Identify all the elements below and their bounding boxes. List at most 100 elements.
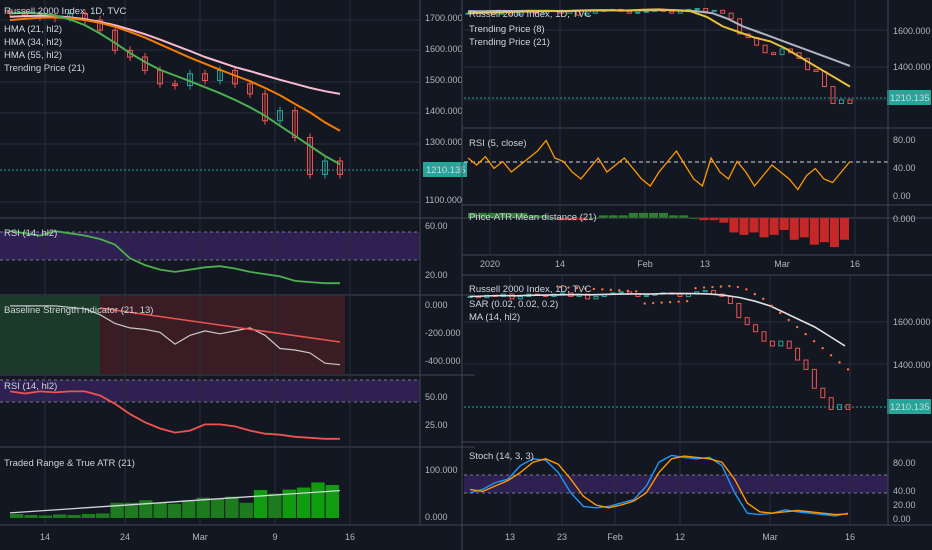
rt-xtick-4: Mar [774,259,790,269]
rt-candle-27 [694,7,700,10]
rt-candle-44 [839,99,845,105]
rt-candle-40 [805,57,811,71]
left-xtick-4: 16 [345,532,355,542]
candle-11 [172,83,178,87]
rb-stoch-tick-3: 0.00 [893,514,911,524]
atr-bar-19 [282,489,296,518]
left-bsi-tick-2: -400.000 [425,356,461,366]
stoch-k-line [469,454,849,517]
rt-hist-bar-16 [628,212,638,218]
sar-dot-4 [592,287,596,291]
atr-bar-3 [53,514,67,518]
rt-xtick-3: 13 [700,259,710,269]
rb-xtick-4: Mar [762,532,778,542]
sar-dot-16 [694,287,697,290]
left-main-legend-3: Trending Price (21) [4,63,85,74]
sar-dot-6 [609,288,613,292]
rt-hist-bar-32 [789,217,799,240]
rb-candle-31 [727,295,733,305]
left-rsi2-band [0,380,420,402]
rt-hist-bar-18 [648,212,658,218]
rb-candle-39 [795,347,801,361]
rt-hist-bar-8 [548,217,558,219]
atr-bar-15 [225,496,239,518]
rt-candle-30 [720,9,726,14]
rt-candle-42 [822,71,828,88]
rb-candle-36 [769,340,775,347]
candle-6 [97,19,103,31]
left-atr-tick-0: 100.000 [425,465,458,475]
sar-dot-18 [711,285,714,289]
candle-13 [202,73,208,81]
rb-xtick-0: 13 [505,532,515,542]
sar-dot-15 [685,299,689,303]
rt-hist-bar-37 [839,217,849,240]
rt-candle-43 [830,86,836,105]
rt-hist-bar-24 [709,217,719,221]
sar-dot-21 [736,285,740,289]
rb-stoch-title: Stoch (14, 3, 3) [469,451,534,462]
left-atr-tick-1: 0.000 [425,512,448,522]
rb-main-legend-1: MA (14, hl2) [469,312,520,323]
rt-candle-19 [626,10,632,14]
rb-candle-43 [828,397,834,410]
rt-hist-bar-1 [478,212,488,218]
rt-candle-24 [669,10,675,14]
left-rsi2-tick-1: 25.00 [425,420,448,430]
rt-trend8-line [467,8,851,88]
rb-price-badge: 1210.135 [890,402,930,413]
rt-candle-5 [507,12,513,16]
atr-bar-0 [10,513,24,518]
left-rsi-line [9,230,340,285]
atr-line [9,489,341,514]
rt-candle-41 [813,69,819,73]
rt-hist-bar-7 [538,215,548,218]
rt-candle-21 [643,10,649,13]
rt-main-legend-0: Trending Price (8) [469,24,545,35]
sar-dot-3 [584,287,587,290]
rb-main-legend-0: SAR (0.02, 0.02, 0.2) [469,299,558,310]
rb-candle-37 [778,340,784,347]
left-rsi2-title: RSI (14, hl2) [4,381,57,392]
candle-22 [337,160,343,175]
rt-hist-bar-27 [739,217,749,235]
atr-bar-9 [139,500,153,518]
rt-hist-bar-6 [528,215,538,218]
stoch-d-line [469,455,849,516]
candle-16 [247,83,253,95]
rt-hist-bar-4 [508,212,518,218]
rt-hist-bar-14 [608,215,618,218]
rb-candle-21 [643,294,649,297]
atr-bar-14 [210,498,225,518]
rt-candle-14 [584,12,590,16]
rt-candle-45 [847,99,853,105]
rt-hist-bar-23 [699,217,709,221]
rt-hist-bar-33 [799,217,809,238]
rt-hist-tick-0: 0.000 [893,214,916,224]
rt-hist-bar-20 [669,215,679,218]
rb-candle-41 [811,368,817,389]
rt-hist-bar-29 [759,217,769,238]
left-xtick-1: 24 [120,532,130,542]
left-bsi-tick-1: -200.000 [425,328,461,338]
sar-dot-27 [787,318,790,322]
bsi-red-bg [100,296,345,374]
candle-17 [262,93,268,122]
sar-dot-17 [702,286,706,289]
left-rsi-title: RSI (14, hl2) [4,228,57,239]
rb-main-tick-1: 1400.000 [893,360,931,370]
sar-dot-29 [804,332,807,336]
rb-candle-34 [753,324,759,333]
atr-bar-2 [38,515,53,518]
sar-dot-23 [753,292,757,296]
candle-21 [322,160,328,175]
atr-bar-1 [24,514,38,518]
rt-candle-31 [728,12,734,20]
left-main-tick-2: 1500.000 [425,75,463,85]
rb-candle-40 [803,359,809,370]
left-xtick-0: 14 [40,532,50,542]
candle-19 [292,110,298,139]
rt-xtick-1: 14 [555,259,565,269]
rt-candle-8 [533,11,539,14]
sar-dot-30 [812,339,816,343]
